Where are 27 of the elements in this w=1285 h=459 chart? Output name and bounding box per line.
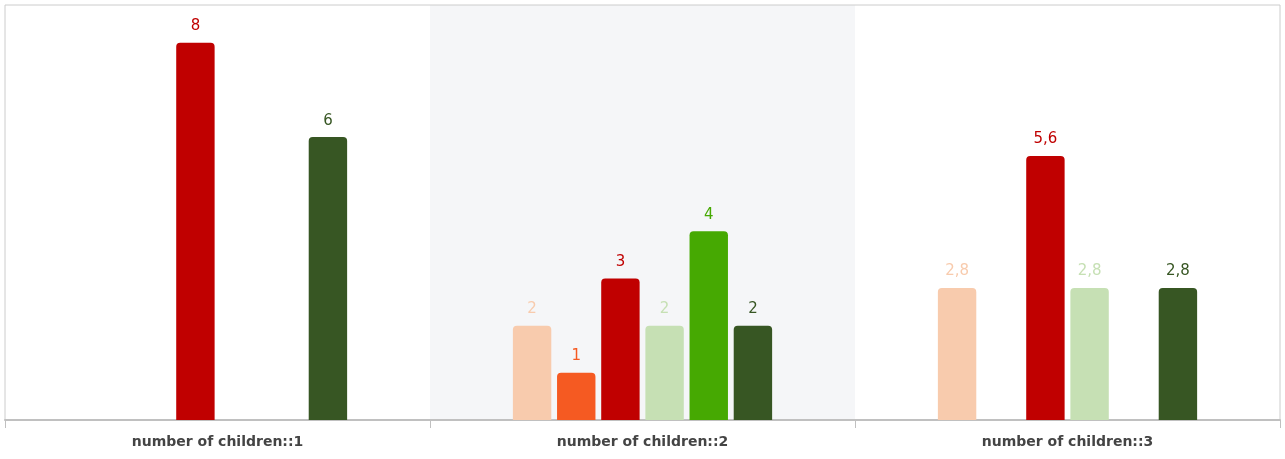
bar xyxy=(308,137,348,420)
x-tick-label: number of children::1 xyxy=(131,433,304,449)
bar xyxy=(176,42,215,420)
data-label: 3 xyxy=(615,252,626,271)
bar xyxy=(512,325,552,420)
data-label: 2,8 xyxy=(1077,261,1102,280)
data-label: 2,8 xyxy=(945,261,970,280)
bar xyxy=(645,325,684,420)
bar xyxy=(733,325,773,420)
bar xyxy=(689,231,728,420)
data-label: 4 xyxy=(703,204,714,223)
x-tick-label: number of children::3 xyxy=(981,433,1154,449)
bar xyxy=(557,372,596,420)
bar xyxy=(1070,287,1109,420)
data-label: 2 xyxy=(659,299,670,318)
data-label: 8 xyxy=(190,16,201,35)
data-label: 1 xyxy=(571,346,582,365)
bar xyxy=(937,287,977,420)
data-label: 6 xyxy=(323,110,333,129)
data-label: 2 xyxy=(748,299,758,318)
data-label: 5,6 xyxy=(1033,129,1058,148)
bar xyxy=(1158,287,1198,420)
data-label: 2 xyxy=(527,299,537,318)
bar xyxy=(601,278,640,420)
x-tick-label: number of children::2 xyxy=(556,433,729,449)
data-label: 2,8 xyxy=(1165,261,1190,280)
bar xyxy=(1026,155,1065,420)
